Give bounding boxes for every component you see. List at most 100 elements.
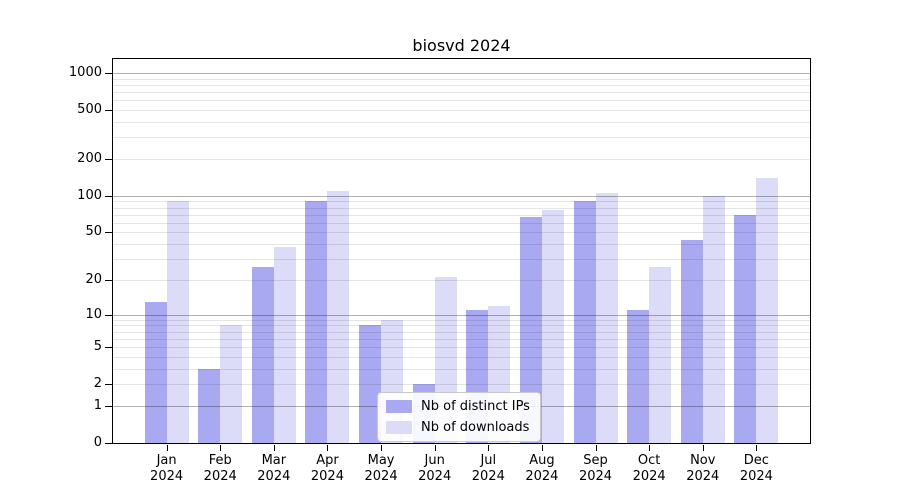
- x-tick-label: Mar 2024: [247, 453, 301, 485]
- y-tick-mark: [105, 405, 112, 407]
- minor-gridline: [113, 201, 810, 203]
- x-tick-mark: [327, 445, 329, 451]
- x-tick-mark: [649, 445, 651, 451]
- bar-downloads-aug: [541, 209, 564, 443]
- x-tick-mark: [595, 445, 597, 451]
- x-tick-label-year: 2024: [257, 469, 291, 484]
- bar-distinct-ips-dec: [734, 214, 757, 443]
- x-tick-mark: [273, 445, 275, 451]
- x-tick-label: Oct 2024: [622, 453, 676, 485]
- x-tick-label: Aug 2024: [515, 453, 569, 485]
- x-tick-label: Jun 2024: [408, 453, 462, 485]
- y-tick-label: 200: [77, 151, 102, 167]
- minor-gridline: [113, 232, 810, 234]
- x-tick-label-month: Aug: [529, 453, 555, 468]
- bar-downloads-nov: [702, 195, 725, 443]
- y-tick-mark: [105, 110, 112, 112]
- x-tick-mark: [488, 445, 490, 451]
- x-tick-label-year: 2024: [418, 469, 452, 484]
- x-tick-label: Nov 2024: [676, 453, 730, 485]
- minor-gridline: [113, 122, 810, 124]
- y-tick-mark: [105, 279, 112, 281]
- x-tick-mark: [756, 445, 758, 451]
- x-tick-label-year: 2024: [310, 469, 344, 484]
- x-tick-label-year: 2024: [525, 469, 559, 484]
- x-tick-label-month: Mar: [261, 453, 287, 468]
- bar-distinct-ips-oct: [627, 309, 650, 443]
- minor-gridline: [113, 259, 810, 261]
- x-tick-label-year: 2024: [150, 469, 184, 484]
- minor-gridline: [113, 338, 810, 340]
- x-tick-mark: [434, 445, 436, 451]
- bar-downloads-dec: [756, 178, 779, 443]
- y-tick-mark: [105, 195, 112, 197]
- y-tick-label: 20: [85, 271, 102, 287]
- x-tick-label: Jul 2024: [462, 453, 516, 485]
- minor-gridline: [113, 78, 810, 80]
- y-tick-label: 2: [93, 376, 102, 392]
- legend-item-distinct-ips: Nb of distinct IPs: [386, 399, 530, 414]
- x-tick-label-month: Jul: [480, 453, 497, 468]
- x-tick-label-year: 2024: [578, 469, 613, 484]
- bar-distinct-ips-may: [359, 325, 382, 443]
- x-tick-label-month: Oct: [637, 453, 661, 468]
- minor-gridline: [113, 84, 810, 86]
- y-tick-mark: [105, 232, 112, 234]
- minor-gridline: [113, 244, 810, 246]
- minor-gridline: [113, 137, 810, 139]
- x-tick-label-year: 2024: [739, 469, 773, 484]
- y-tick-mark: [105, 314, 112, 316]
- x-tick-mark: [702, 445, 704, 451]
- minor-gridline: [113, 92, 810, 94]
- minor-gridline: [113, 110, 810, 112]
- minor-gridline: [113, 356, 810, 358]
- plot-area: Nb of distinct IPs Nb of downloads: [112, 58, 811, 444]
- x-tick-label-month: Jun: [424, 453, 445, 468]
- bar-downloads-jan: [166, 201, 189, 443]
- bar-downloads-apr: [327, 190, 350, 443]
- x-tick-label-month: May: [367, 453, 395, 468]
- bar-downloads-sep: [595, 193, 618, 443]
- minor-gridline: [113, 222, 810, 224]
- bar-distinct-ips-sep: [573, 200, 596, 443]
- y-tick-label: 50: [85, 224, 102, 240]
- y-tick-mark: [105, 384, 112, 386]
- minor-gridline: [113, 368, 810, 370]
- minor-gridline: [113, 207, 810, 209]
- x-tick-mark: [220, 445, 222, 451]
- legend-item-downloads: Nb of downloads: [386, 420, 530, 435]
- x-tick-label-year: 2024: [203, 469, 237, 484]
- x-tick-label: Feb 2024: [193, 453, 247, 485]
- y-tick-mark: [105, 443, 112, 444]
- x-tick-label-month: Jan: [156, 453, 177, 468]
- x-tick-label-year: 2024: [471, 469, 505, 484]
- x-tick-label: Apr 2024: [301, 453, 355, 485]
- minor-gridline: [113, 384, 810, 386]
- legend-swatch-downloads: [386, 421, 412, 434]
- bar-downloads-oct: [649, 266, 672, 443]
- x-tick-mark: [381, 445, 383, 451]
- bar-distinct-ips-aug: [519, 217, 542, 443]
- minor-gridline: [113, 100, 810, 102]
- y-tick-mark: [105, 347, 112, 349]
- x-tick-label-year: 2024: [364, 469, 398, 484]
- y-tick-label: 1000: [68, 65, 102, 81]
- bar-distinct-ips-apr: [305, 200, 328, 443]
- x-tick-label-month: Dec: [743, 453, 769, 468]
- x-tick-mark: [541, 445, 543, 451]
- x-tick-label-month: Nov: [690, 453, 716, 468]
- y-tick-label: 100: [77, 187, 102, 203]
- x-tick-mark: [166, 445, 168, 451]
- major-gridline: [113, 73, 810, 75]
- major-gridline: [113, 195, 810, 197]
- bar-distinct-ips-jan: [144, 301, 167, 443]
- y-tick-label: 1: [93, 397, 102, 413]
- legend-swatch-distinct-ips: [386, 400, 412, 413]
- minor-gridline: [113, 319, 810, 321]
- minor-gridline: [113, 331, 810, 333]
- y-tick-mark: [105, 73, 112, 75]
- legend: Nb of distinct IPs Nb of downloads: [377, 392, 541, 442]
- bar-downloads-feb: [220, 325, 243, 443]
- x-tick-label-month: Sep: [583, 453, 608, 468]
